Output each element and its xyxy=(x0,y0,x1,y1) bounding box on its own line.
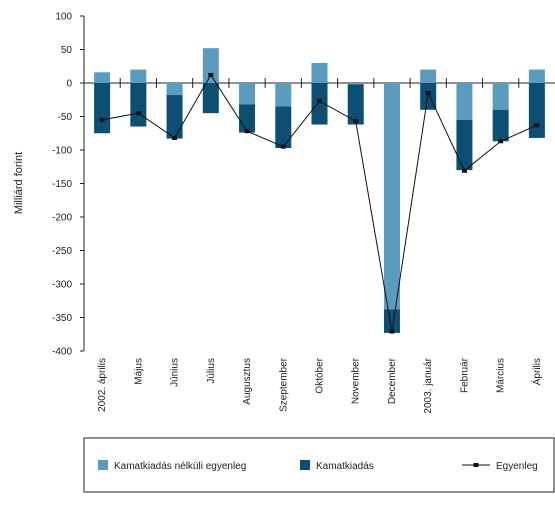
legend-label-balance: Egyenleg xyxy=(496,461,538,472)
category-label: Szeptember xyxy=(278,357,289,412)
balance-point xyxy=(534,123,540,128)
bar-interest xyxy=(347,84,364,125)
balance-point xyxy=(317,99,322,104)
bar-interest xyxy=(528,83,545,138)
y-tick-label: -300 xyxy=(52,280,72,291)
bar-primary-balance xyxy=(383,83,400,310)
legend: Kamatkiadás nélküli egyenleg Kamatkiadás E… xyxy=(83,437,555,493)
y-axis-label: Milliárd forint xyxy=(13,152,25,214)
bar-primary-balance xyxy=(347,83,364,85)
bar-primary-balance xyxy=(492,83,509,110)
category-label: Február xyxy=(459,357,470,393)
bar-primary-balance xyxy=(202,48,219,83)
bar-interest xyxy=(456,119,473,171)
balance-point xyxy=(461,168,467,173)
category-label: Október xyxy=(315,357,326,393)
balance-point xyxy=(425,91,431,96)
category-label: 2002. április xyxy=(97,358,108,412)
bar-primary-balance xyxy=(456,83,473,120)
bars xyxy=(94,48,545,333)
y-tick-label: 0 xyxy=(66,79,72,90)
legend-swatch-primary-balance xyxy=(98,460,108,470)
bar-primary-balance xyxy=(528,69,545,83)
y-tick-label: -50 xyxy=(58,112,73,123)
bar-interest xyxy=(383,309,400,333)
legend-label-primary-balance: Kamatkiadás nélküli egyenleg xyxy=(114,461,246,472)
bar-interest xyxy=(166,95,183,139)
y-tick-label: -100 xyxy=(52,146,72,157)
balance-point xyxy=(244,129,250,134)
y-tick-label: -350 xyxy=(52,313,72,324)
axes: 100 50 0 -50 -100 -150 -200 -250 -300 -350 -400 xyxy=(52,12,555,358)
balance-line xyxy=(99,72,540,334)
balance-point xyxy=(498,139,504,144)
bar-interest xyxy=(311,83,328,125)
bar-interest xyxy=(94,83,111,134)
bar-primary-balance xyxy=(275,83,292,107)
labels: 2002. április Május Június Július Augusztus S… xyxy=(97,357,543,413)
category-label: November xyxy=(351,357,362,404)
bar-interest xyxy=(275,106,292,148)
bar-interest xyxy=(420,83,437,110)
category-label: December xyxy=(387,357,398,404)
y-tick-label: -400 xyxy=(52,347,72,358)
bar-interest xyxy=(239,104,256,133)
balance-point xyxy=(389,329,395,334)
bar-primary-balance xyxy=(311,62,328,83)
category-label: Július xyxy=(206,358,217,384)
y-tick-label: 100 xyxy=(55,12,72,23)
bar-interest xyxy=(202,83,219,114)
category-label: Augusztus xyxy=(242,358,253,405)
category-label: Június xyxy=(170,358,181,387)
balance-point xyxy=(135,111,141,116)
y-tick-label: -200 xyxy=(52,213,72,224)
balance-point xyxy=(280,144,286,149)
bar-interest xyxy=(492,109,509,142)
legend-label-interest: Kamatkiadás xyxy=(316,461,374,472)
balance-point xyxy=(353,119,359,124)
category-label: Május xyxy=(133,358,144,385)
bar-primary-balance xyxy=(130,69,147,83)
y-tick-label: -250 xyxy=(52,246,72,257)
bar-primary-balance xyxy=(166,83,183,96)
legend-swatch-interest xyxy=(300,460,310,470)
balance-point xyxy=(208,72,214,77)
bar-primary-balance xyxy=(420,69,437,83)
y-tick-label: -150 xyxy=(52,179,72,190)
bar-interest xyxy=(130,83,147,127)
y-tick-label: 50 xyxy=(61,45,73,56)
legend-box xyxy=(83,437,555,493)
bar-primary-balance xyxy=(239,83,256,105)
bar-primary-balance xyxy=(94,72,111,83)
legend-marker-balance xyxy=(473,463,479,467)
category-label: Április xyxy=(530,358,543,385)
balance-point xyxy=(172,135,178,140)
category-label: 2003. január xyxy=(423,357,434,413)
balance-point xyxy=(99,117,105,122)
category-label: Március xyxy=(496,358,507,393)
